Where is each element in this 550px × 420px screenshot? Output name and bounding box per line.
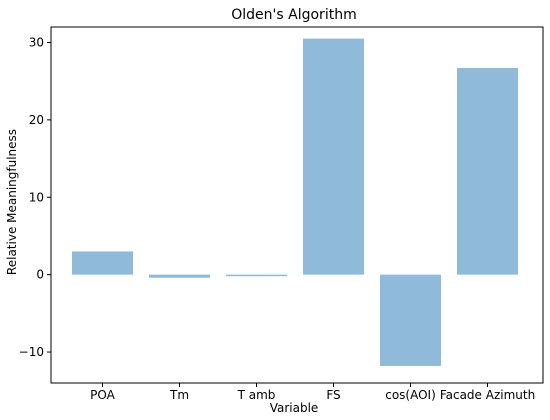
bar-t-amb — [226, 274, 287, 277]
bar-fs — [303, 38, 364, 275]
chart-title: Olden's Algorithm — [231, 7, 356, 23]
x-tick-label: FS — [326, 388, 340, 402]
bar-cos-aoi — [380, 274, 441, 366]
y-ticks: −10 0 10 20 30 — [19, 35, 51, 359]
bar-facade-azimuth — [457, 68, 518, 275]
bar-poa — [72, 251, 133, 275]
y-axis-label: Relative Meaningfulness — [5, 129, 19, 275]
y-tick-label: 10 — [29, 190, 44, 204]
x-tick-label: Facade Azimuth — [440, 388, 535, 402]
y-tick-label: 0 — [36, 268, 44, 282]
x-ticks: POA Tm T amb FS cos(AOI) Facade Azimuth — [90, 383, 535, 402]
bars-group — [72, 38, 518, 366]
x-axis-label: Variable — [270, 401, 319, 415]
y-tick-label: 30 — [29, 35, 44, 49]
x-tick-label: Tm — [169, 388, 189, 402]
plot-frame — [50, 26, 544, 384]
bar-tm — [149, 274, 210, 278]
x-tick-label: POA — [90, 388, 115, 402]
y-tick-label: 20 — [29, 113, 44, 127]
x-tick-label: cos(AOI) — [385, 388, 436, 402]
x-tick-label: T amb — [237, 388, 276, 402]
y-tick-label: −10 — [19, 345, 44, 359]
